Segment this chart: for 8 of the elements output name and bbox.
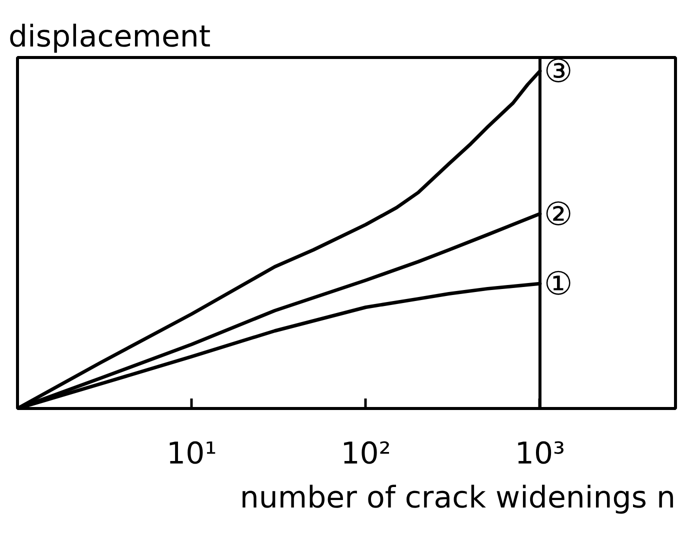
x-tick-label: 10² <box>340 436 391 472</box>
x-axis-title: number of crack widenings n <box>240 480 676 516</box>
series-label: ③ <box>544 52 573 90</box>
y-axis-title: displacement <box>8 20 211 54</box>
x-tick-label: 10³ <box>514 436 566 472</box>
series-label: ① <box>544 264 573 303</box>
x-tick-label: 10¹ <box>166 436 217 472</box>
series-label: ② <box>544 194 573 233</box>
